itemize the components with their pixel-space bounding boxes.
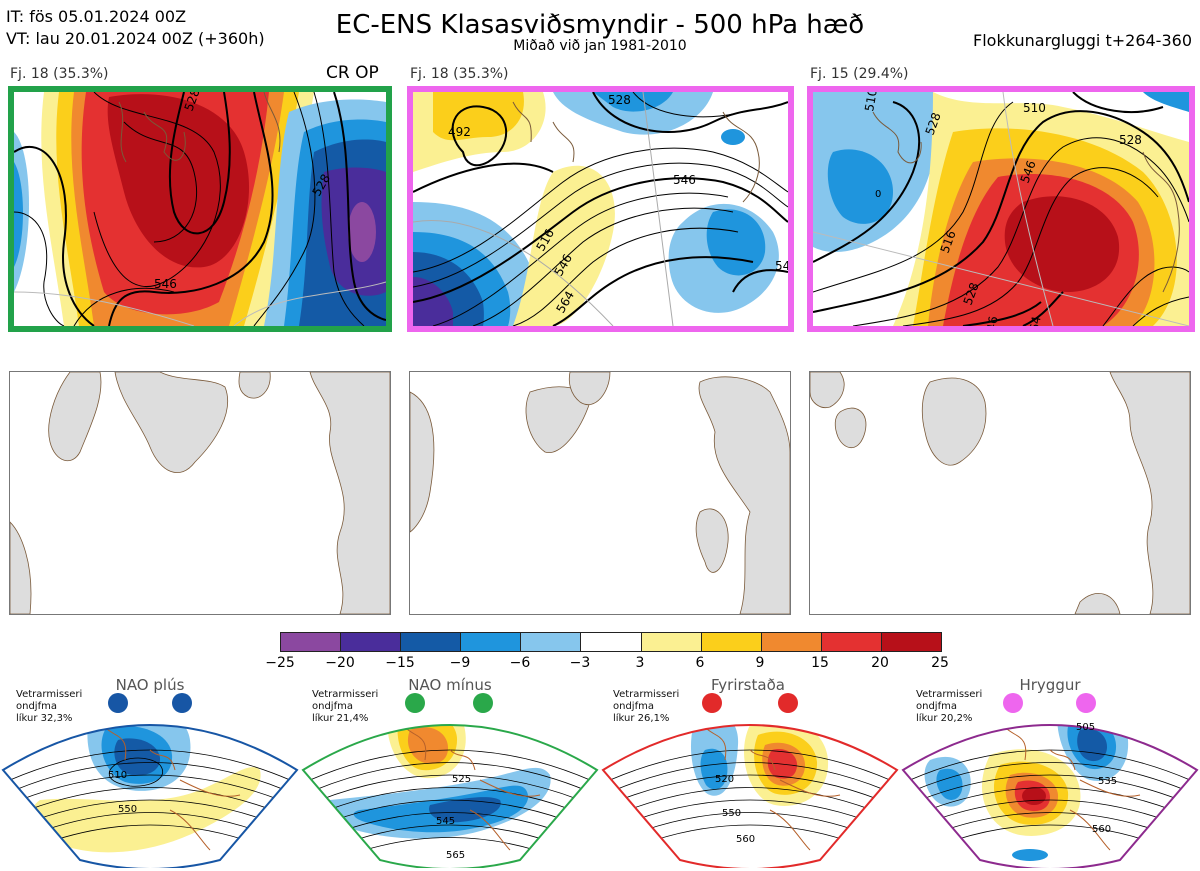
empty-basemap-3 [809, 371, 1191, 615]
regime-title-ridge: Hryggur [1019, 676, 1081, 694]
colorbar-swatch [640, 633, 701, 651]
colorbar-swatch [760, 633, 821, 651]
contour-label: 546 [673, 173, 696, 187]
colorbar-tick: −9 [449, 655, 471, 671]
colorbar-tick: 15 [811, 655, 829, 671]
regime-info-ridge: Vetrarmisseri ondjfma líkur 20,2% [916, 689, 983, 724]
regime-dot [778, 693, 798, 713]
valid-time: VT: lau 20.01.2024 00Z (+360h) [6, 29, 265, 48]
contour-label: 545 [436, 816, 455, 827]
colorbar-tick: 9 [755, 655, 765, 671]
contour-label: 505 [1076, 722, 1095, 733]
regime-title-blocking: Fyrirstaða [711, 676, 785, 694]
empty-basemap-1 [9, 371, 391, 615]
colorbar-swatch [281, 633, 341, 651]
colorbar-swatch [580, 633, 641, 651]
regime-dot [1076, 693, 1096, 713]
panel-1-tag: CR OP [326, 63, 379, 83]
regime-title-nao-plus: NAO plús [115, 676, 185, 694]
contour-label: 560 [736, 834, 755, 845]
regime-dot [108, 693, 128, 713]
regime-map-blocking[interactable]: 520 550 560 [600, 700, 900, 868]
colorbar-swatch [460, 633, 521, 651]
anomaly-map-1: 528 528 546 [14, 92, 386, 326]
cluster-map-panel-1[interactable]: 528 528 546 [8, 86, 392, 332]
cluster-map-panel-2[interactable]: 492 528 546 516 546 564 54 [407, 86, 794, 332]
contour-label: 0 [875, 189, 881, 200]
contour-label: 550 [722, 808, 741, 819]
colorbar-tick: 3 [635, 655, 645, 671]
colorbar-swatch [820, 633, 881, 651]
panel-1-label: Fj. 18 (35.3%) [10, 66, 109, 82]
colorbar-swatch [340, 633, 401, 651]
regime-info-nao-plus: Vetrarmisseri ondjfma líkur 32,3% [16, 689, 83, 724]
contour-label: 528 [1119, 133, 1142, 147]
regime-dot [1003, 693, 1023, 713]
colorbar [280, 632, 942, 652]
colorbar-tick: 20 [871, 655, 889, 671]
regime-map-nao-plus[interactable]: 510 550 [0, 700, 300, 868]
contour-label: 510 [1023, 101, 1046, 115]
colorbar-tick: 6 [695, 655, 705, 671]
regime-title-nao-minus: NAO mínus [408, 676, 492, 694]
contour-label: 565 [446, 850, 465, 861]
empty-basemap-2 [409, 371, 791, 615]
contour-label: 46 [984, 315, 1000, 326]
panel-2-label: Fj. 18 (35.3%) [410, 66, 509, 82]
page-subtitle: Miðað við jan 1981-2010 [513, 38, 687, 54]
panel-3-label: Fj. 15 (29.4%) [810, 66, 909, 82]
contour-label: 492 [448, 125, 471, 139]
regime-info-blocking: Vetrarmisseri ondjfma líkur 26,1% [613, 689, 680, 724]
contour-label: 520 [715, 774, 734, 785]
regime-dot [702, 693, 722, 713]
colorbar-tick: −6 [509, 655, 531, 671]
anomaly-map-3: 510 510 528 528 546 0 516 528 46 64 [813, 92, 1189, 326]
colorbar-tick: 25 [931, 655, 949, 671]
regime-dot [405, 693, 425, 713]
colorbar-swatch [700, 633, 761, 651]
colorbar-tick: −25 [265, 655, 295, 671]
colorbar-swatch [880, 633, 942, 651]
colorbar-swatch [400, 633, 461, 651]
regime-map-nao-minus[interactable]: 525 545 565 [300, 700, 600, 868]
contour-label: 560 [1092, 824, 1111, 835]
classification-window: Flokkunargluggi t+264-360 [973, 31, 1192, 50]
contour-label: 525 [452, 774, 471, 785]
initial-time: IT: fös 05.01.2024 00Z [6, 7, 187, 26]
header-times: IT: fös 05.01.2024 00Z VT: lau 20.01.202… [6, 6, 265, 50]
contour-label: 510 [108, 770, 127, 781]
colorbar-tick: −20 [325, 655, 355, 671]
contour-label: 535 [1098, 776, 1117, 787]
regime-dot [473, 693, 493, 713]
page-title: EC-ENS Klasasviðsmyndir - 500 hPa hæð [335, 10, 865, 40]
regime-map-ridge[interactable]: 505 535 560 [900, 700, 1200, 868]
contour-label: 64 [1027, 315, 1043, 326]
colorbar-tick: −15 [385, 655, 415, 671]
contour-label: 546 [154, 277, 177, 291]
contour-label: 510 [862, 92, 880, 113]
anomaly-map-2: 492 528 546 516 546 564 54 [413, 92, 788, 326]
cluster-map-panel-3[interactable]: 510 510 528 528 546 0 516 528 46 64 [807, 86, 1195, 332]
colorbar-swatch [520, 633, 581, 651]
contour-label: 528 [608, 93, 631, 107]
regime-dot [172, 693, 192, 713]
contour-label: 550 [118, 804, 137, 815]
contour-label: 54 [775, 259, 788, 273]
colorbar-tick: −3 [569, 655, 591, 671]
regime-info-nao-minus: Vetrarmisseri ondjfma líkur 21,4% [312, 689, 379, 724]
